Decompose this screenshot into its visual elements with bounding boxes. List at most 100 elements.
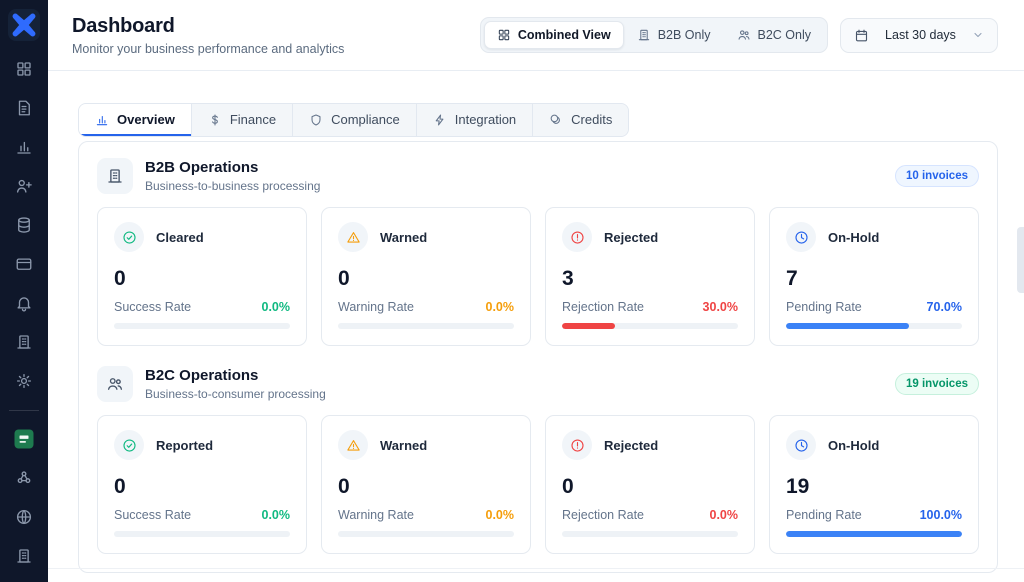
stat-card-head: Reported [114, 430, 290, 460]
tab-label: Credits [571, 112, 613, 127]
stat-progress-track [562, 531, 738, 537]
sidebar-item-globe[interactable] [8, 501, 40, 533]
stat-progress-fill [786, 531, 962, 537]
tab-overview[interactable]: Overview [79, 104, 192, 136]
stat-icon-wrap [562, 222, 592, 252]
stat-rate-value: 0.0% [261, 508, 291, 522]
stat-rate-row: Pending Rate 70.0% [786, 300, 962, 314]
header-controls: Combined View B2B Only B2C Only Last 30 da… [479, 17, 998, 53]
sidebar-item-office-building[interactable] [8, 540, 40, 572]
check-circle-icon [122, 230, 137, 245]
sidebar-item-saudi-flag[interactable] [8, 423, 40, 455]
content-panel: B2B Operations Business-to-business proc… [78, 141, 998, 573]
office-building-icon [106, 167, 124, 185]
stat-rate-row: Warning Rate 0.0% [338, 508, 514, 522]
tab-label: Compliance [331, 112, 400, 127]
date-range-button[interactable]: Last 30 days [840, 17, 998, 53]
view-toggle: Combined View B2B Only B2C Only [479, 17, 828, 53]
bell-icon [15, 294, 33, 312]
sidebar-nav-bottom [8, 404, 40, 582]
stat-rate-value: 0.0% [485, 300, 515, 314]
section-b2b-operations: B2B Operations Business-to-business proc… [97, 158, 979, 346]
sidebar-item-office-building[interactable] [8, 326, 40, 358]
view-toggle-b2c-only[interactable]: B2C Only [724, 21, 825, 49]
tab-integration[interactable]: Integration [416, 104, 534, 136]
stat-label: On-Hold [828, 229, 880, 245]
header-titles: Dashboard Monitor your business performa… [72, 15, 344, 56]
logo-pinwheel-icon [8, 9, 40, 41]
tab-finance[interactable]: Finance [191, 104, 294, 136]
stat-icon-wrap [338, 430, 368, 460]
sidebar-item-dashboard-grid[interactable] [8, 53, 40, 85]
stat-card-head: On-Hold [786, 222, 962, 252]
alert-circle-icon [570, 230, 585, 245]
stat-value: 0 [114, 267, 126, 290]
stat-card-rejected: Rejected 0 Rejection Rate 0.0% [545, 415, 755, 554]
stat-icon-wrap [114, 430, 144, 460]
page-subtitle: Monitor your business performance and an… [72, 41, 345, 56]
stat-card-grid: Reported 0 Success Rate 0.0% Warned 0 Wa… [97, 415, 979, 554]
chevron-down-icon [972, 29, 984, 41]
stat-rate-value: 0.0% [709, 508, 739, 522]
clock-icon [794, 438, 809, 453]
stat-progress-track [338, 531, 514, 537]
clock-icon [794, 230, 809, 245]
office-building-icon [15, 333, 33, 351]
stat-rate-label: Success Rate [114, 300, 192, 314]
stat-card-cleared: Cleared 0 Success Rate 0.0% [97, 207, 307, 346]
sidebar-item-bell[interactable] [8, 287, 40, 319]
dollar-icon [208, 113, 222, 127]
sidebar [0, 0, 48, 582]
stat-card-rejected: Rejected 3 Rejection Rate 30.0% [545, 207, 755, 346]
sidebar-item-user-plus[interactable] [8, 170, 40, 202]
view-toggle-combined-view[interactable]: Combined View [483, 21, 624, 49]
stat-icon-wrap [114, 222, 144, 252]
stat-value: 0 [562, 475, 574, 498]
stat-progress-track [114, 531, 290, 537]
stat-rate-value: 30.0% [702, 300, 738, 314]
header: Dashboard Monitor your business performa… [48, 0, 1024, 71]
stat-icon-wrap [338, 222, 368, 252]
stat-rate-value: 100.0% [919, 508, 962, 522]
stat-icon-wrap [786, 430, 816, 460]
stat-rate-row: Warning Rate 0.0% [338, 300, 514, 314]
stat-card-on-hold: On-Hold 19 Pending Rate 100.0% [769, 415, 979, 554]
stat-rate-label: Success Rate [114, 508, 192, 522]
view-toggle-label: B2C Only [757, 28, 812, 42]
stat-label: Rejected [604, 437, 659, 453]
tab-credits[interactable]: Credits [533, 104, 629, 136]
stat-card-reported: Reported 0 Success Rate 0.0% [97, 415, 307, 554]
stat-card-head: Warned [338, 222, 514, 252]
tab-compliance[interactable]: Compliance [293, 104, 417, 136]
sidebar-item-document[interactable] [8, 92, 40, 124]
stat-progress-track [114, 323, 290, 329]
stat-value: 19 [786, 475, 810, 498]
credit-card-icon [15, 255, 33, 273]
section-subtitle: Business-to-business processing [145, 179, 321, 193]
app-logo[interactable] [8, 9, 40, 41]
stat-card-on-hold: On-Hold 7 Pending Rate 70.0% [769, 207, 979, 346]
sidebar-divider [9, 410, 39, 411]
sidebar-item-database[interactable] [8, 209, 40, 241]
sidebar-item-credit-card[interactable] [8, 248, 40, 280]
calendar-icon [854, 28, 869, 43]
shield-icon [309, 113, 323, 127]
section-title: B2C Operations [145, 367, 259, 384]
stat-rate-label: Pending Rate [786, 300, 862, 314]
stat-progress-track [786, 531, 962, 537]
sidebar-item-nodes[interactable] [8, 462, 40, 494]
section-b2c-operations: B2C Operations Business-to-consumer proc… [97, 366, 979, 554]
stat-rate-row: Success Rate 0.0% [114, 508, 290, 522]
sidebar-item-gear[interactable] [8, 365, 40, 397]
stat-card-warned: Warned 0 Warning Rate 0.0% [321, 207, 531, 346]
section-header: B2B Operations Business-to-business proc… [97, 158, 979, 194]
bottom-divider [48, 568, 1024, 569]
users-icon [737, 28, 751, 42]
scrollbar-thumb[interactable] [1017, 227, 1024, 293]
stat-icon-wrap [562, 430, 592, 460]
stat-rate-label: Warning Rate [338, 508, 414, 522]
stat-rate-label: Pending Rate [786, 508, 862, 522]
section-icon-wrap [97, 158, 133, 194]
view-toggle-b2b-only[interactable]: B2B Only [624, 21, 724, 49]
sidebar-item-bar-chart[interactable] [8, 131, 40, 163]
